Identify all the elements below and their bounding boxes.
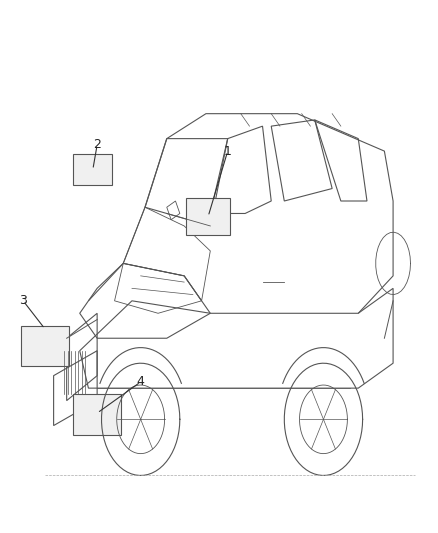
FancyBboxPatch shape <box>21 326 69 366</box>
FancyBboxPatch shape <box>186 198 230 235</box>
Text: 3: 3 <box>19 294 27 308</box>
FancyBboxPatch shape <box>73 154 113 185</box>
FancyBboxPatch shape <box>73 394 121 435</box>
Text: 2: 2 <box>93 139 101 151</box>
Text: 4: 4 <box>137 375 145 389</box>
Text: 1: 1 <box>224 144 232 158</box>
